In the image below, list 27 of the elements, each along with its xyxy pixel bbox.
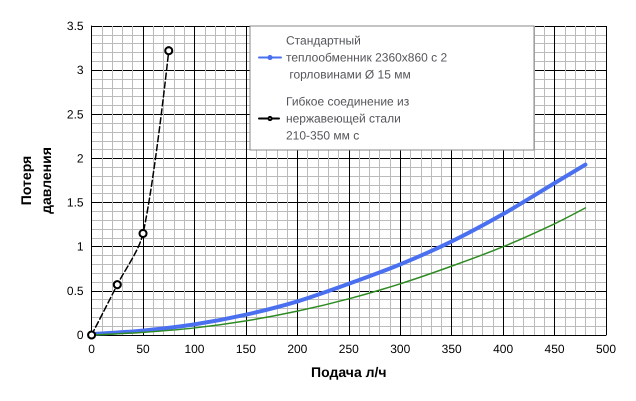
point: [112, 280, 122, 290]
y-tick-label: 2: [76, 151, 84, 166]
x-tick-label: 300: [390, 342, 411, 356]
y-axis-title: Потеря давления: [18, 147, 54, 214]
y-tick-label: 1.5: [66, 196, 84, 210]
legend-label: Стандартный теплообменник 2360x860 с 2 горловинами Ø 15 мм: [286, 34, 448, 82]
legend-label: Гибкое соединение из нержавеющей стали 210-350 мм с: [286, 94, 413, 142]
x-tick-label: 100: [184, 342, 205, 356]
point: [164, 46, 174, 56]
x-tick-label: 0: [88, 342, 96, 356]
x-tick-label: 350: [442, 342, 462, 356]
point: [138, 228, 148, 238]
x-axis-title: Подача л/ч: [311, 364, 387, 380]
y-tick-label: 2.5: [66, 107, 84, 122]
x-tick-label: 400: [493, 342, 514, 356]
point: [87, 330, 96, 340]
y-tick-label: 0: [76, 328, 84, 342]
x-tick-label: 200: [287, 342, 308, 356]
x-tick-label: 500: [596, 342, 616, 356]
x-tick-label: 250: [338, 342, 360, 356]
x-tick-label: 150: [236, 342, 256, 356]
y-tick-label: 3.5: [66, 19, 84, 33]
x-tick-label: 50: [136, 342, 150, 356]
x-tick-label: 450: [544, 342, 565, 356]
y-tick-label: 3: [76, 63, 84, 78]
y-tick-label: 0.5: [66, 284, 84, 298]
y-tick-label: 1: [76, 240, 84, 254]
